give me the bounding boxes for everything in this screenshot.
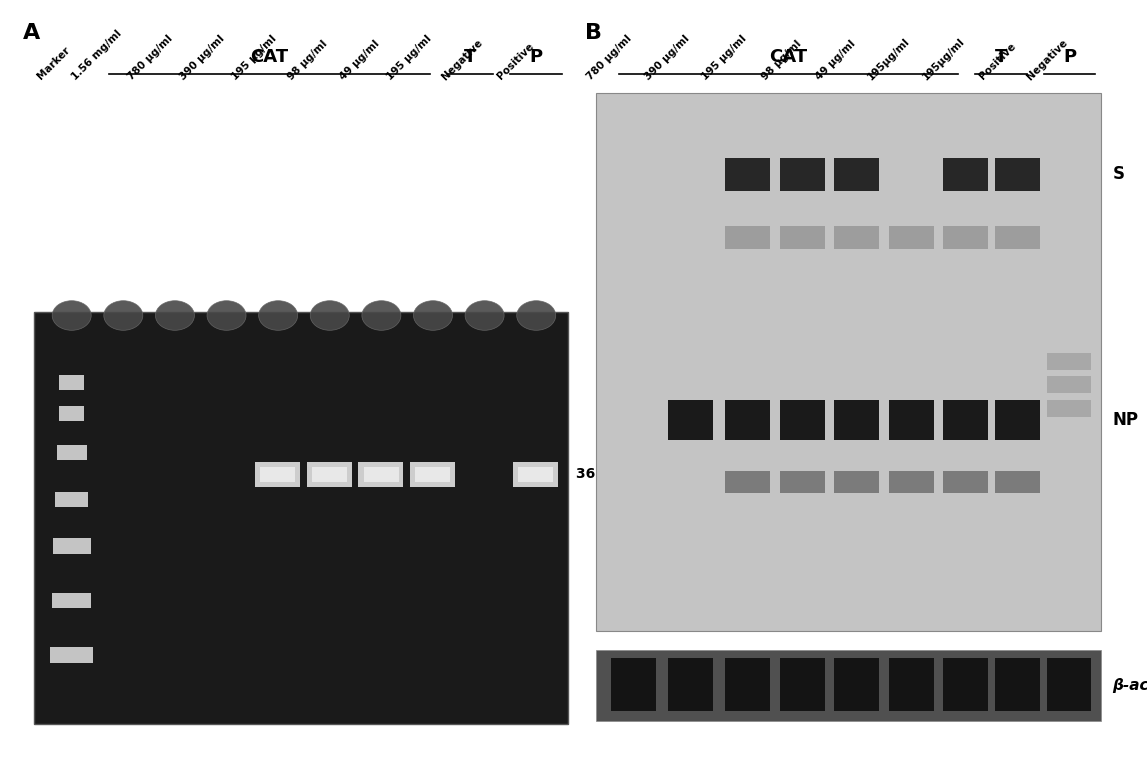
Text: Negative: Negative (1025, 37, 1069, 82)
Text: 98 μg/ml: 98 μg/ml (759, 38, 803, 82)
Bar (943, 471, 989, 493)
Bar (889, 658, 934, 711)
Bar (55, 492, 88, 507)
Text: A: A (23, 23, 40, 44)
Bar (1047, 353, 1092, 370)
Bar (596, 650, 1101, 721)
Ellipse shape (310, 301, 350, 330)
Bar (835, 400, 880, 440)
Bar (514, 462, 557, 487)
Bar (312, 467, 346, 482)
Text: P: P (1063, 48, 1076, 66)
Bar (256, 462, 301, 487)
Bar (889, 400, 934, 440)
Text: CAT: CAT (250, 48, 289, 66)
Bar (725, 471, 771, 493)
Bar (725, 400, 771, 440)
Text: 195μg/ml: 195μg/ml (866, 36, 912, 82)
Bar (1047, 400, 1092, 417)
Ellipse shape (104, 301, 143, 330)
Bar (996, 226, 1039, 249)
Bar (50, 647, 93, 663)
Bar (411, 462, 454, 487)
Bar (53, 593, 92, 608)
Bar (943, 226, 989, 249)
Bar (611, 658, 656, 711)
Text: S: S (1113, 165, 1124, 184)
Text: 780 μg/ml: 780 μg/ml (126, 33, 174, 82)
Text: 49 μg/ml: 49 μg/ml (338, 38, 382, 82)
Bar (725, 658, 771, 711)
Text: 368 bp: 368 bp (577, 467, 630, 481)
Text: 1.56 mg/ml: 1.56 mg/ml (70, 28, 124, 82)
Bar (34, 312, 568, 724)
Text: B: B (585, 23, 602, 44)
Bar (1047, 376, 1092, 393)
Text: Positive: Positive (977, 41, 1019, 82)
Bar (53, 538, 91, 554)
Ellipse shape (53, 301, 92, 330)
Text: P: P (530, 48, 543, 66)
Bar (780, 226, 825, 249)
Bar (996, 471, 1039, 493)
Ellipse shape (466, 301, 505, 330)
Ellipse shape (362, 301, 401, 330)
Bar (835, 226, 880, 249)
Bar (358, 462, 404, 487)
Text: 780 μg/ml: 780 μg/ml (585, 33, 633, 82)
Text: T: T (994, 48, 1007, 66)
Ellipse shape (259, 301, 298, 330)
Text: 195μg/ml: 195μg/ml (920, 36, 967, 82)
Bar (518, 467, 554, 482)
Bar (996, 658, 1039, 711)
Text: 390 μg/ml: 390 μg/ml (178, 33, 227, 82)
Text: β-actin: β-actin (1113, 678, 1147, 693)
Bar (596, 93, 1101, 631)
Ellipse shape (413, 301, 452, 330)
Text: 195 μg/ml: 195 μg/ml (229, 33, 279, 82)
Bar (725, 226, 771, 249)
Bar (60, 406, 85, 421)
Bar (668, 400, 713, 440)
Bar (835, 158, 880, 191)
Bar (943, 400, 989, 440)
Ellipse shape (208, 301, 245, 330)
Text: T: T (465, 48, 476, 66)
Bar (835, 471, 880, 493)
Text: 98 μg/ml: 98 μg/ml (287, 38, 330, 82)
Bar (725, 158, 771, 191)
Bar (835, 658, 880, 711)
Bar (996, 158, 1039, 191)
Ellipse shape (517, 301, 556, 330)
Ellipse shape (156, 301, 194, 330)
Bar (668, 658, 713, 711)
Bar (889, 471, 934, 493)
Bar (780, 158, 825, 191)
Bar (364, 467, 399, 482)
Bar (415, 467, 450, 482)
Text: CAT: CAT (770, 48, 807, 66)
Bar (57, 445, 87, 460)
Bar (260, 467, 296, 482)
Bar (60, 375, 85, 390)
Bar (307, 462, 352, 487)
Text: 195 μg/ml: 195 μg/ml (384, 33, 434, 82)
Bar (1047, 658, 1092, 711)
Text: 390 μg/ml: 390 μg/ml (642, 33, 690, 82)
Bar (996, 400, 1039, 440)
Text: Negative: Negative (440, 37, 485, 82)
Bar (780, 658, 825, 711)
Text: 195 μg/ml: 195 μg/ml (700, 33, 749, 82)
Bar (780, 471, 825, 493)
Text: 49 μg/ml: 49 μg/ml (814, 38, 857, 82)
Bar (780, 400, 825, 440)
Bar (943, 658, 989, 711)
Text: Marker: Marker (36, 45, 71, 82)
Text: NP: NP (1113, 411, 1139, 429)
Bar (943, 158, 989, 191)
Bar (889, 226, 934, 249)
Text: Positive: Positive (496, 41, 537, 82)
